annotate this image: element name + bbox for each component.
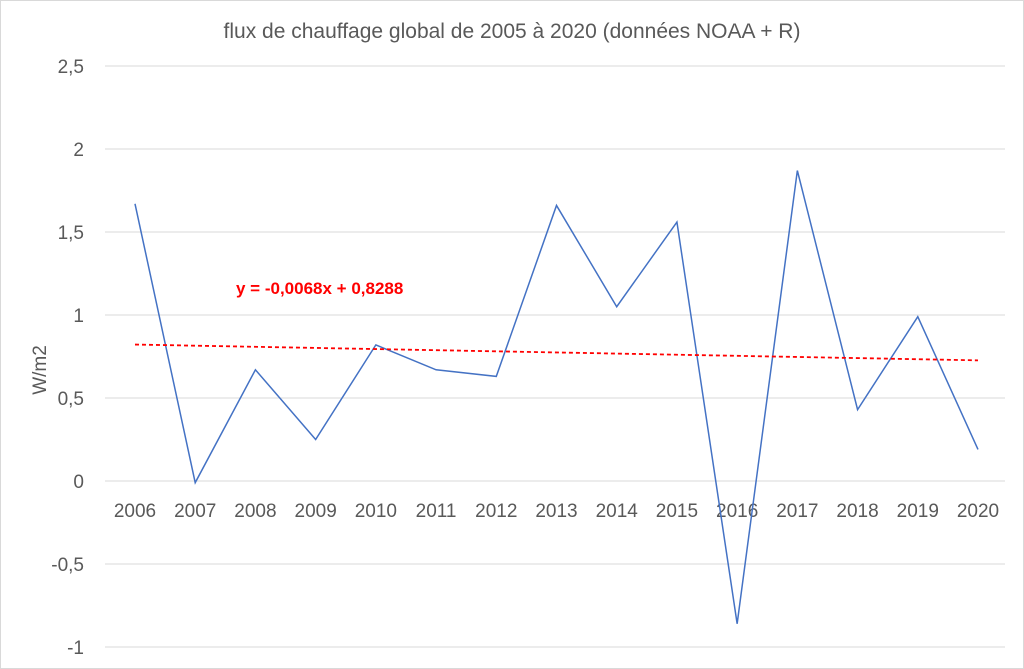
x-tick-label: 2006 [114, 501, 156, 522]
y-tick-label: 1 [73, 306, 84, 327]
chart-title: flux de chauffage global de 2005 à 2020 … [224, 20, 801, 43]
y-tick-label: 2,5 [58, 57, 84, 78]
x-tick-label: 2015 [656, 501, 698, 522]
x-tick-label: 2009 [295, 501, 337, 522]
y-axis-label: W/m2 [30, 345, 51, 395]
x-tick-label: 2010 [355, 501, 397, 522]
trendline [134, 343, 979, 362]
x-tick-label: 2017 [776, 501, 818, 522]
x-tick-label: 2012 [475, 501, 517, 522]
x-tick-label: 2020 [957, 501, 999, 522]
x-tick-label: 2011 [416, 501, 457, 522]
y-tick-label: -1 [67, 638, 84, 659]
x-tick-label: 2014 [596, 501, 639, 522]
series-line [134, 170, 979, 624]
y-tick-label: 0,5 [58, 389, 84, 410]
x-tick-label: 2016 [716, 501, 758, 522]
y-tick-label: 2 [73, 140, 84, 161]
y-tick-label: 0 [73, 472, 84, 493]
x-tick-label: 2007 [174, 501, 216, 522]
y-tick-label: -0,5 [51, 555, 84, 576]
x-tick-label: 2018 [836, 501, 878, 522]
x-tick-label: 2019 [897, 501, 939, 522]
x-tick-label: 2013 [535, 501, 577, 522]
y-tick-label: 1,5 [58, 223, 84, 244]
x-tick-label: 2008 [234, 501, 276, 522]
trendline-equation: y = -0,0068x + 0,8288 [236, 279, 403, 298]
